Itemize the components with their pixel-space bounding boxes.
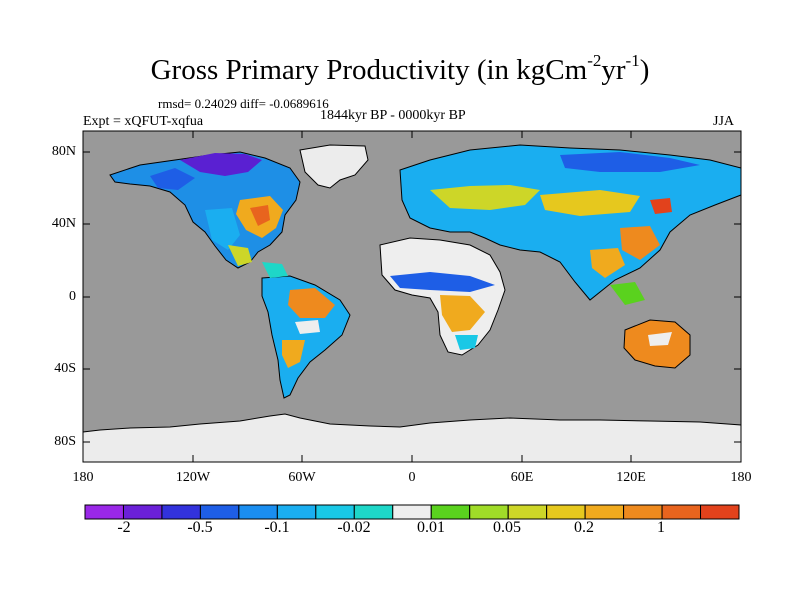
- colorbar-swatch: [507, 504, 548, 520]
- ytick-label: 40S: [54, 361, 76, 376]
- xtick-label: 120E: [616, 470, 646, 485]
- colorbar-swatch: [546, 504, 586, 520]
- ice-shelf: [83, 432, 741, 462]
- mexico-region: [228, 245, 252, 266]
- greenland: [299, 144, 369, 189]
- brazil-neutral-region: [295, 320, 320, 334]
- colorbar-label: 0.01: [417, 519, 445, 536]
- xtick-label: 180: [72, 470, 94, 485]
- colorbar-swatch: [276, 504, 317, 520]
- south-china-region: [620, 226, 660, 260]
- colorbar-swatch: [661, 504, 702, 520]
- colorbar-swatch: [315, 504, 355, 520]
- australia-neutral-region: [648, 332, 672, 346]
- southeast-asia-region: [610, 282, 645, 305]
- colorbar-label: 0.05: [493, 519, 521, 536]
- xtick-label: 60E: [510, 470, 534, 485]
- colorbar-swatch: [584, 504, 625, 520]
- sahel-region: [390, 272, 495, 292]
- ytick-label: 0: [69, 289, 76, 304]
- colorbar-swatch: [238, 504, 278, 520]
- colorbar-swatch: [122, 504, 163, 520]
- central-america-region: [262, 262, 288, 278]
- canada-arctic-region: [180, 153, 262, 176]
- southern-africa-region: [455, 335, 478, 350]
- colorbar-swatch: [623, 504, 663, 520]
- colorbar-swatch: [700, 504, 740, 520]
- eurasia: [399, 144, 742, 301]
- colorbar-label: 0.2: [574, 519, 594, 536]
- colorbar-swatch: [353, 504, 394, 520]
- colorbar-label: -2: [117, 519, 131, 536]
- ytick-label: 80S: [54, 434, 76, 449]
- colorbar-swatch: [392, 504, 432, 520]
- ytick-label: 80N: [51, 144, 76, 159]
- axis-ticks: [82, 131, 742, 462]
- experiment-label: Expt = xQFUT-xqfua: [83, 114, 204, 129]
- season-label: JJA: [713, 114, 735, 129]
- europe-region: [430, 185, 540, 210]
- colorbar-swatch: [469, 504, 509, 520]
- colorbar-label: -0.1: [264, 519, 290, 536]
- pampas-region: [282, 340, 305, 368]
- chart-title: Gross Primary Productivity (in kgCm-2yr-…: [150, 51, 650, 86]
- stats-line: rmsd= 0.24029 diff= -0.0689616: [158, 96, 329, 111]
- period-label: 1844kyr BP - 0000kyr BP: [320, 108, 466, 123]
- west-us-region: [205, 208, 240, 250]
- colorbar-label: -0.5: [187, 519, 213, 536]
- colorbar-swatch: [199, 504, 240, 520]
- colorbar-label: 1: [657, 519, 665, 536]
- amazon-region: [288, 288, 335, 318]
- xtick-label: 0: [408, 470, 416, 485]
- alaska-region: [150, 168, 195, 190]
- central-asia-region: [540, 190, 640, 216]
- central-africa-region: [440, 295, 485, 332]
- xtick-label: 180: [730, 470, 752, 485]
- india-region: [590, 248, 625, 278]
- midwest-region: [250, 205, 270, 226]
- siberia-region: [560, 152, 700, 172]
- colorbar-swatch: [84, 504, 124, 520]
- xtick-label: 60W: [288, 470, 316, 485]
- colorbar-label: -0.02: [337, 519, 371, 536]
- colorbar-swatch: [161, 504, 201, 520]
- east-asia-hotspot: [650, 198, 672, 214]
- ytick-label: 40N: [51, 216, 76, 231]
- xtick-label: 120W: [175, 470, 211, 485]
- colorbar-swatch: [430, 504, 471, 520]
